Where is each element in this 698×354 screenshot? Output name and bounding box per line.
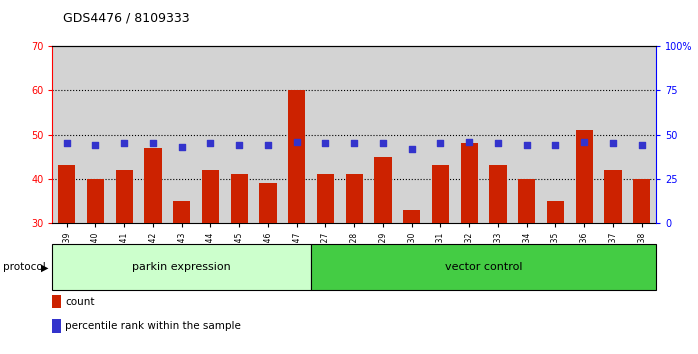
Bar xyxy=(230,175,248,223)
Bar xyxy=(432,166,449,223)
Bar xyxy=(369,46,397,223)
Bar xyxy=(397,46,426,223)
Bar xyxy=(283,46,311,223)
Bar xyxy=(52,244,311,290)
Text: protocol: protocol xyxy=(3,262,45,272)
Bar xyxy=(489,166,507,223)
Bar xyxy=(455,46,484,223)
Text: percentile rank within the sample: percentile rank within the sample xyxy=(65,321,241,331)
Bar xyxy=(196,46,225,223)
Point xyxy=(463,139,475,144)
Bar xyxy=(570,46,599,223)
Point xyxy=(119,141,130,146)
Bar xyxy=(317,175,334,223)
Point xyxy=(61,141,73,146)
Bar xyxy=(604,170,622,223)
Point xyxy=(607,141,618,146)
Bar xyxy=(311,46,340,223)
Point xyxy=(291,139,302,144)
Point xyxy=(521,142,533,148)
Bar xyxy=(81,46,110,223)
Point xyxy=(348,141,360,146)
Bar xyxy=(340,46,369,223)
Bar xyxy=(168,46,196,223)
Bar xyxy=(311,244,656,290)
Bar xyxy=(253,46,283,223)
Bar xyxy=(110,46,139,223)
Text: parkin expression: parkin expression xyxy=(133,262,231,272)
Point xyxy=(406,146,417,152)
Text: GDS4476 / 8109333: GDS4476 / 8109333 xyxy=(63,11,189,24)
Bar xyxy=(260,183,276,223)
Point xyxy=(579,139,590,144)
Point xyxy=(205,141,216,146)
Bar xyxy=(403,210,420,223)
Text: count: count xyxy=(65,297,94,307)
Bar xyxy=(52,46,81,223)
Point xyxy=(435,141,446,146)
Bar xyxy=(87,179,104,223)
Bar xyxy=(202,170,219,223)
Point xyxy=(550,142,561,148)
Point xyxy=(176,144,187,150)
Point xyxy=(90,142,101,148)
Bar xyxy=(461,143,478,223)
Bar xyxy=(576,130,593,223)
Point xyxy=(234,142,245,148)
Bar xyxy=(58,166,75,223)
Bar xyxy=(518,179,535,223)
Point xyxy=(636,142,647,148)
Bar xyxy=(173,201,191,223)
Bar xyxy=(547,201,564,223)
Bar xyxy=(346,175,363,223)
Bar xyxy=(426,46,455,223)
Point xyxy=(262,142,274,148)
Point xyxy=(378,141,389,146)
Bar xyxy=(628,46,656,223)
Bar xyxy=(512,46,541,223)
Bar xyxy=(484,46,512,223)
Bar xyxy=(633,179,651,223)
Bar xyxy=(116,170,133,223)
Bar xyxy=(374,156,392,223)
Point xyxy=(492,141,503,146)
Point xyxy=(147,141,158,146)
Bar xyxy=(144,148,162,223)
Bar xyxy=(288,90,305,223)
Bar xyxy=(541,46,570,223)
Text: vector control: vector control xyxy=(445,262,522,272)
Text: ▶: ▶ xyxy=(40,262,48,272)
Bar xyxy=(139,46,168,223)
Bar xyxy=(599,46,628,223)
Bar xyxy=(225,46,253,223)
Point xyxy=(320,141,331,146)
